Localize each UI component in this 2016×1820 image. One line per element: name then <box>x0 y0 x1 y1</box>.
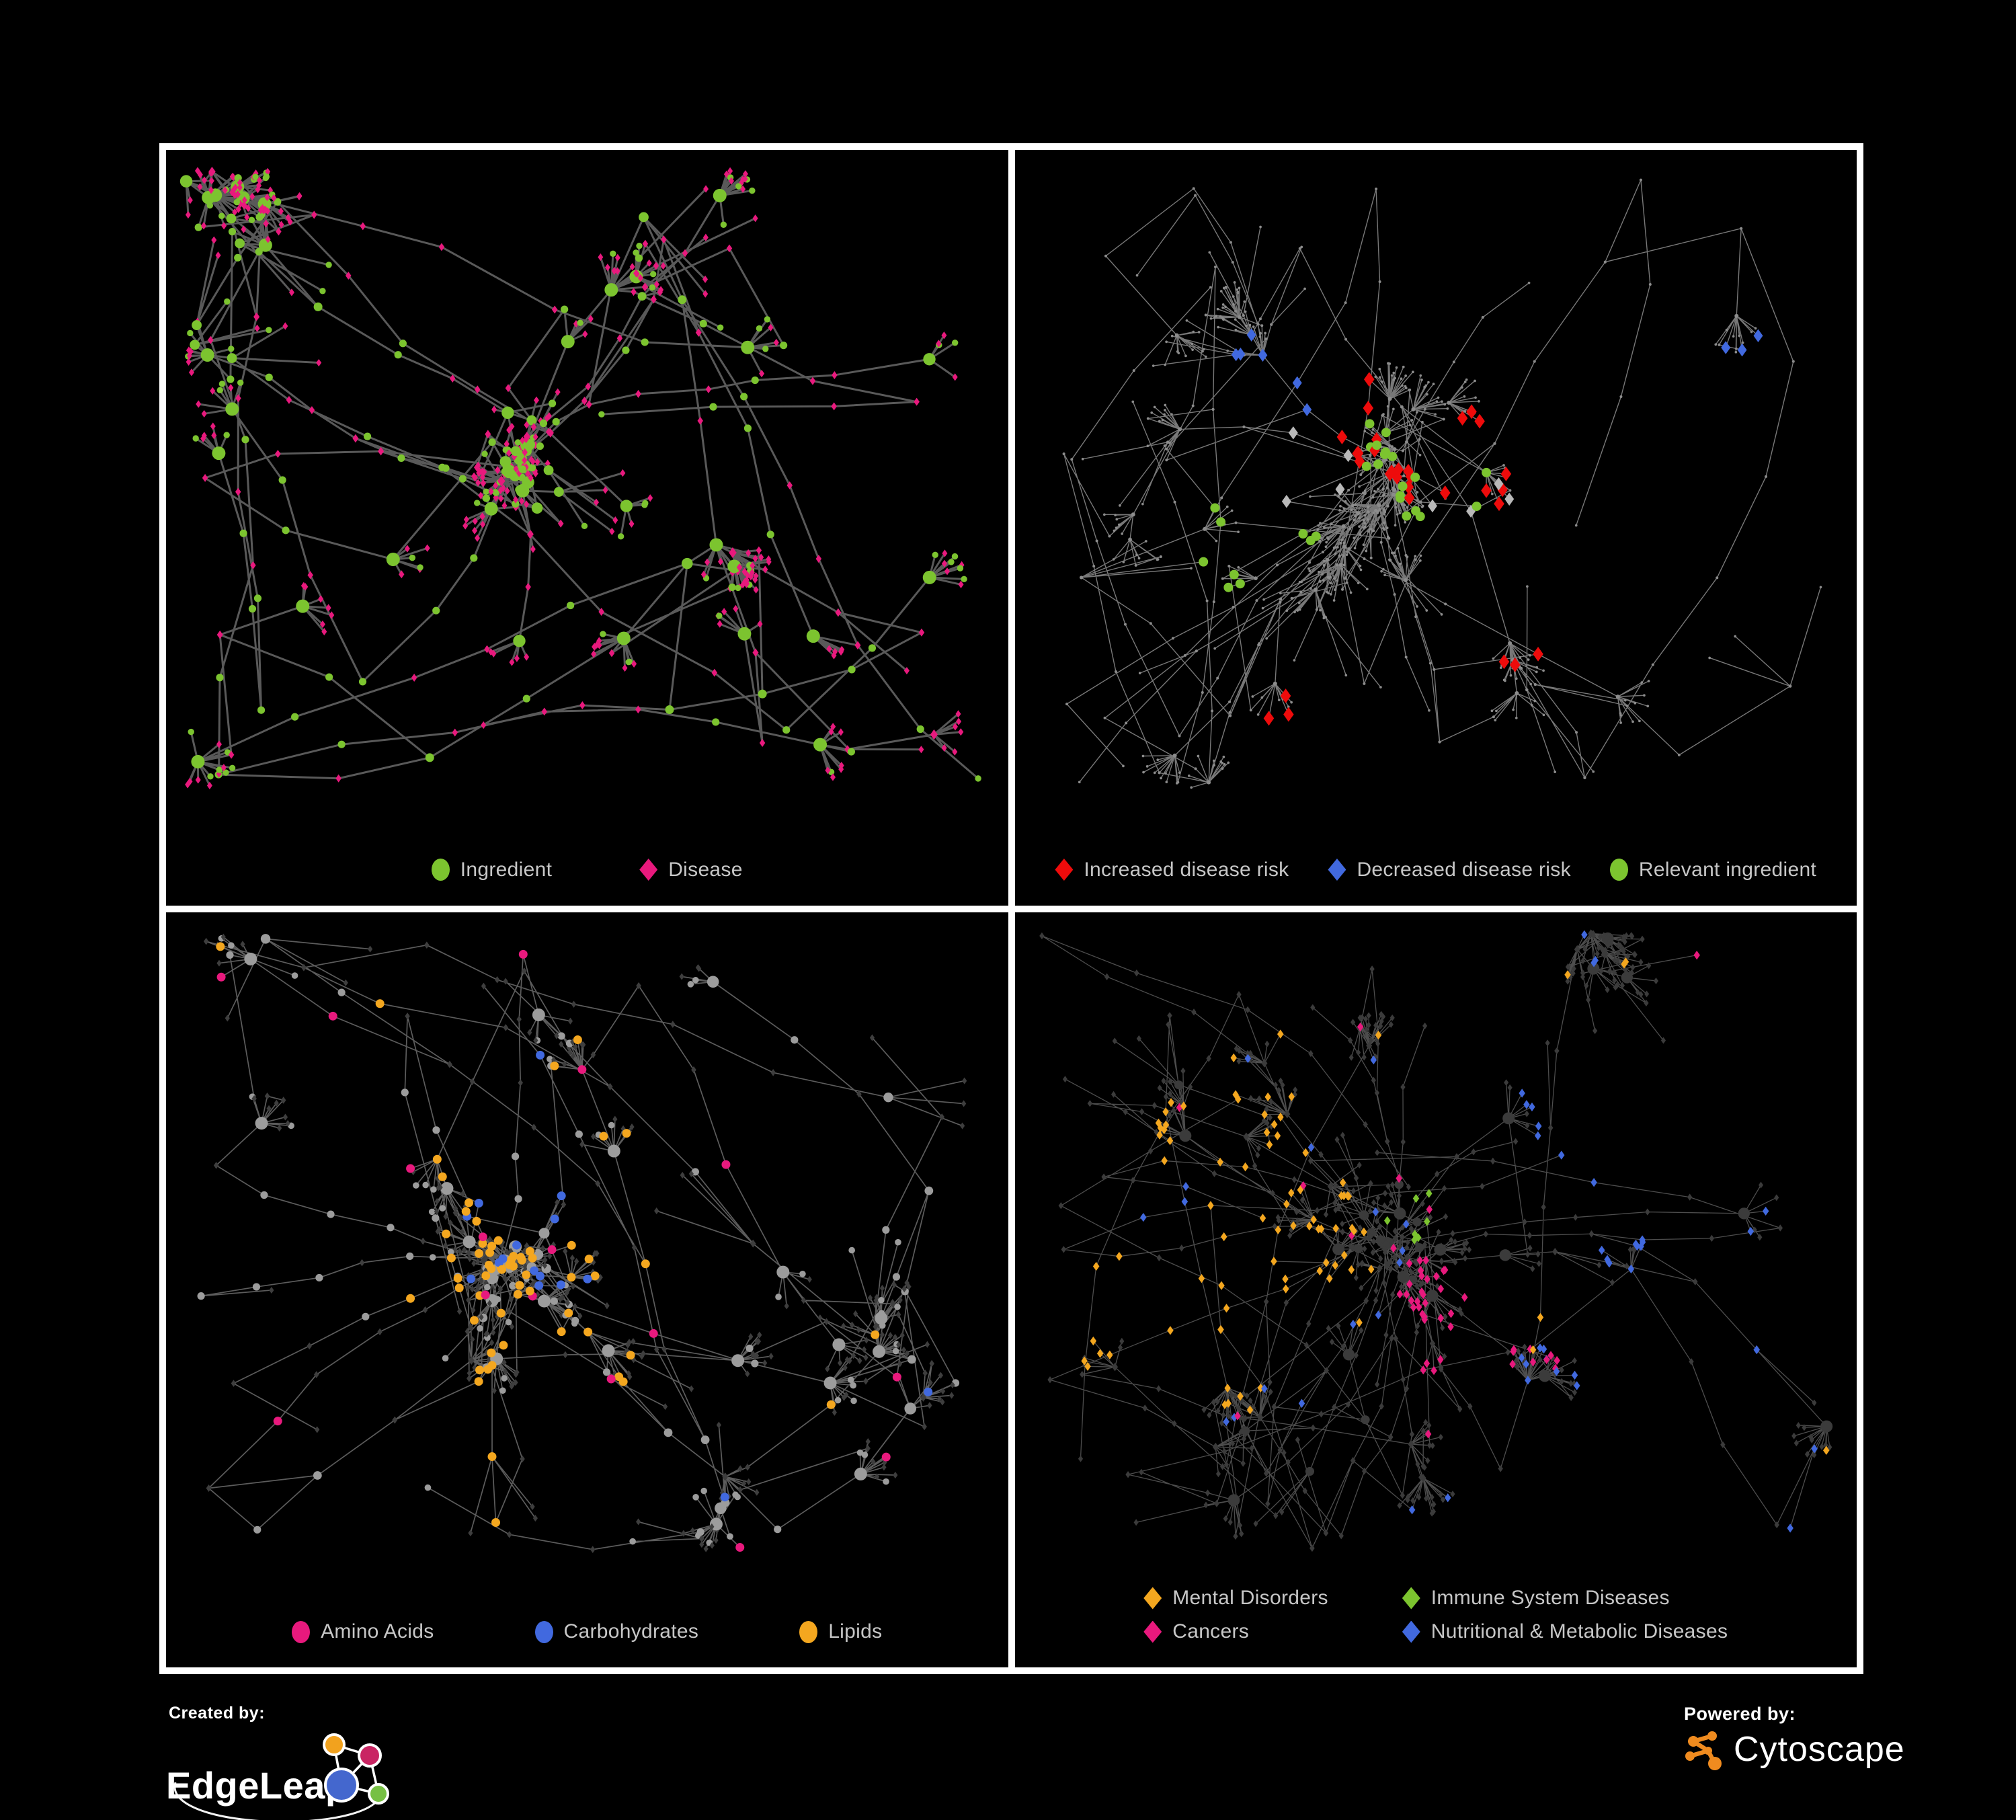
diamond-swatch <box>1328 859 1346 881</box>
panel-disease-class: Mental Disorders Immune System Diseases Ca… <box>1014 912 1857 1667</box>
legend-ingredient-disease: Ingredient Disease <box>166 859 1008 881</box>
created-by-label: Created by: <box>169 1704 266 1723</box>
legend-item-decreased-disease-risk: Decreased disease risk <box>1328 858 1571 881</box>
legend-label: Decreased disease risk <box>1357 858 1571 881</box>
legend-item-cancers: Cancers <box>1143 1620 1249 1643</box>
circle-swatch <box>799 1620 818 1643</box>
edgeleap-node-pink <box>358 1743 382 1768</box>
legend-label: Ingredient <box>460 858 553 881</box>
circle-swatch <box>431 859 450 881</box>
network-disease-risk <box>1062 178 1822 789</box>
panel-ingredient-disease: Ingredient Disease <box>166 150 1008 906</box>
diamond-swatch <box>1143 1620 1162 1643</box>
created-by-block: Created by: EdgeLeap <box>165 1704 397 1820</box>
legend-label: Disease <box>668 858 743 881</box>
circle-swatch <box>534 1620 553 1643</box>
legend-label: Mental Disorders <box>1172 1587 1328 1609</box>
legend-compound-class: Amino Acids Carbohydrates Lipids <box>166 1620 1008 1643</box>
cytoscape-icon <box>1685 1731 1722 1770</box>
panel-grid: Ingredient Disease Increased disease risk… <box>159 143 1863 1674</box>
edgeleap-node-orange <box>323 1733 346 1756</box>
legend-label: Cancers <box>1172 1620 1250 1643</box>
legend-disease-class: Mental Disorders Immune System Diseases Ca… <box>1015 1587 1857 1643</box>
panel-compound-class: Amino Acids Carbohydrates Lipids <box>166 912 1008 1667</box>
diamond-swatch <box>1402 1587 1420 1610</box>
legend-disease-risk: Increased disease risk Decreased disease … <box>1015 859 1857 881</box>
legend-item-ingredient: Ingredient <box>431 858 553 881</box>
legend-item-carbohydrates: Carbohydrates <box>534 1620 699 1643</box>
legend-item-relevant-ingredient: Relevant ingredient <box>1609 858 1817 881</box>
legend-label: Increased disease risk <box>1084 858 1289 881</box>
network-ingredient-disease <box>179 166 981 790</box>
legend-label: Amino Acids <box>321 1620 434 1643</box>
legend-item-lipids: Lipids <box>799 1620 882 1643</box>
legend-item-mental-disorders: Mental Disorders <box>1143 1587 1328 1610</box>
legend-label: Relevant ingredient <box>1638 858 1817 881</box>
diamond-swatch <box>639 859 658 881</box>
diamond-swatch <box>1055 859 1074 881</box>
legend-label: Lipids <box>828 1620 883 1643</box>
diamond-swatch <box>1402 1620 1420 1643</box>
edgeleap-wordmark: EdgeLeap <box>166 1764 349 1807</box>
cytoscape-wordmark: Cytoscape <box>1734 1730 1905 1769</box>
panel-disease-risk: Increased disease risk Decreased disease … <box>1014 150 1857 906</box>
legend-label: Immune System Diseases <box>1430 1587 1670 1609</box>
edgeleap-swoosh <box>173 1782 382 1820</box>
edgeleap-node-green <box>368 1783 389 1805</box>
powered-by-block: Powered by: Cytoscape <box>1684 1704 1905 1770</box>
circle-swatch <box>1609 859 1628 881</box>
legend-item-amino-acids: Amino Acids <box>292 1620 434 1643</box>
circle-swatch <box>292 1620 311 1643</box>
edgeleap-logo: EdgeLeap <box>166 1733 389 1820</box>
legend-item-disease: Disease <box>639 859 742 881</box>
edgeleap-node-blue <box>324 1768 359 1803</box>
diamond-swatch <box>1143 1587 1162 1610</box>
legend-item-immune-system-diseases: Immune System Diseases <box>1402 1587 1670 1610</box>
legend-label: Carbohydrates <box>563 1620 699 1643</box>
network-compound-class <box>197 933 967 1553</box>
legend-item-nutritional-metabolic-diseases: Nutritional & Metabolic Diseases <box>1402 1620 1728 1643</box>
legend-label: Nutritional & Metabolic Diseases <box>1430 1620 1728 1643</box>
powered-by-label: Powered by: <box>1684 1704 1796 1724</box>
legend-item-increased-disease-risk: Increased disease risk <box>1055 859 1289 881</box>
network-disease-class <box>1039 928 1832 1552</box>
